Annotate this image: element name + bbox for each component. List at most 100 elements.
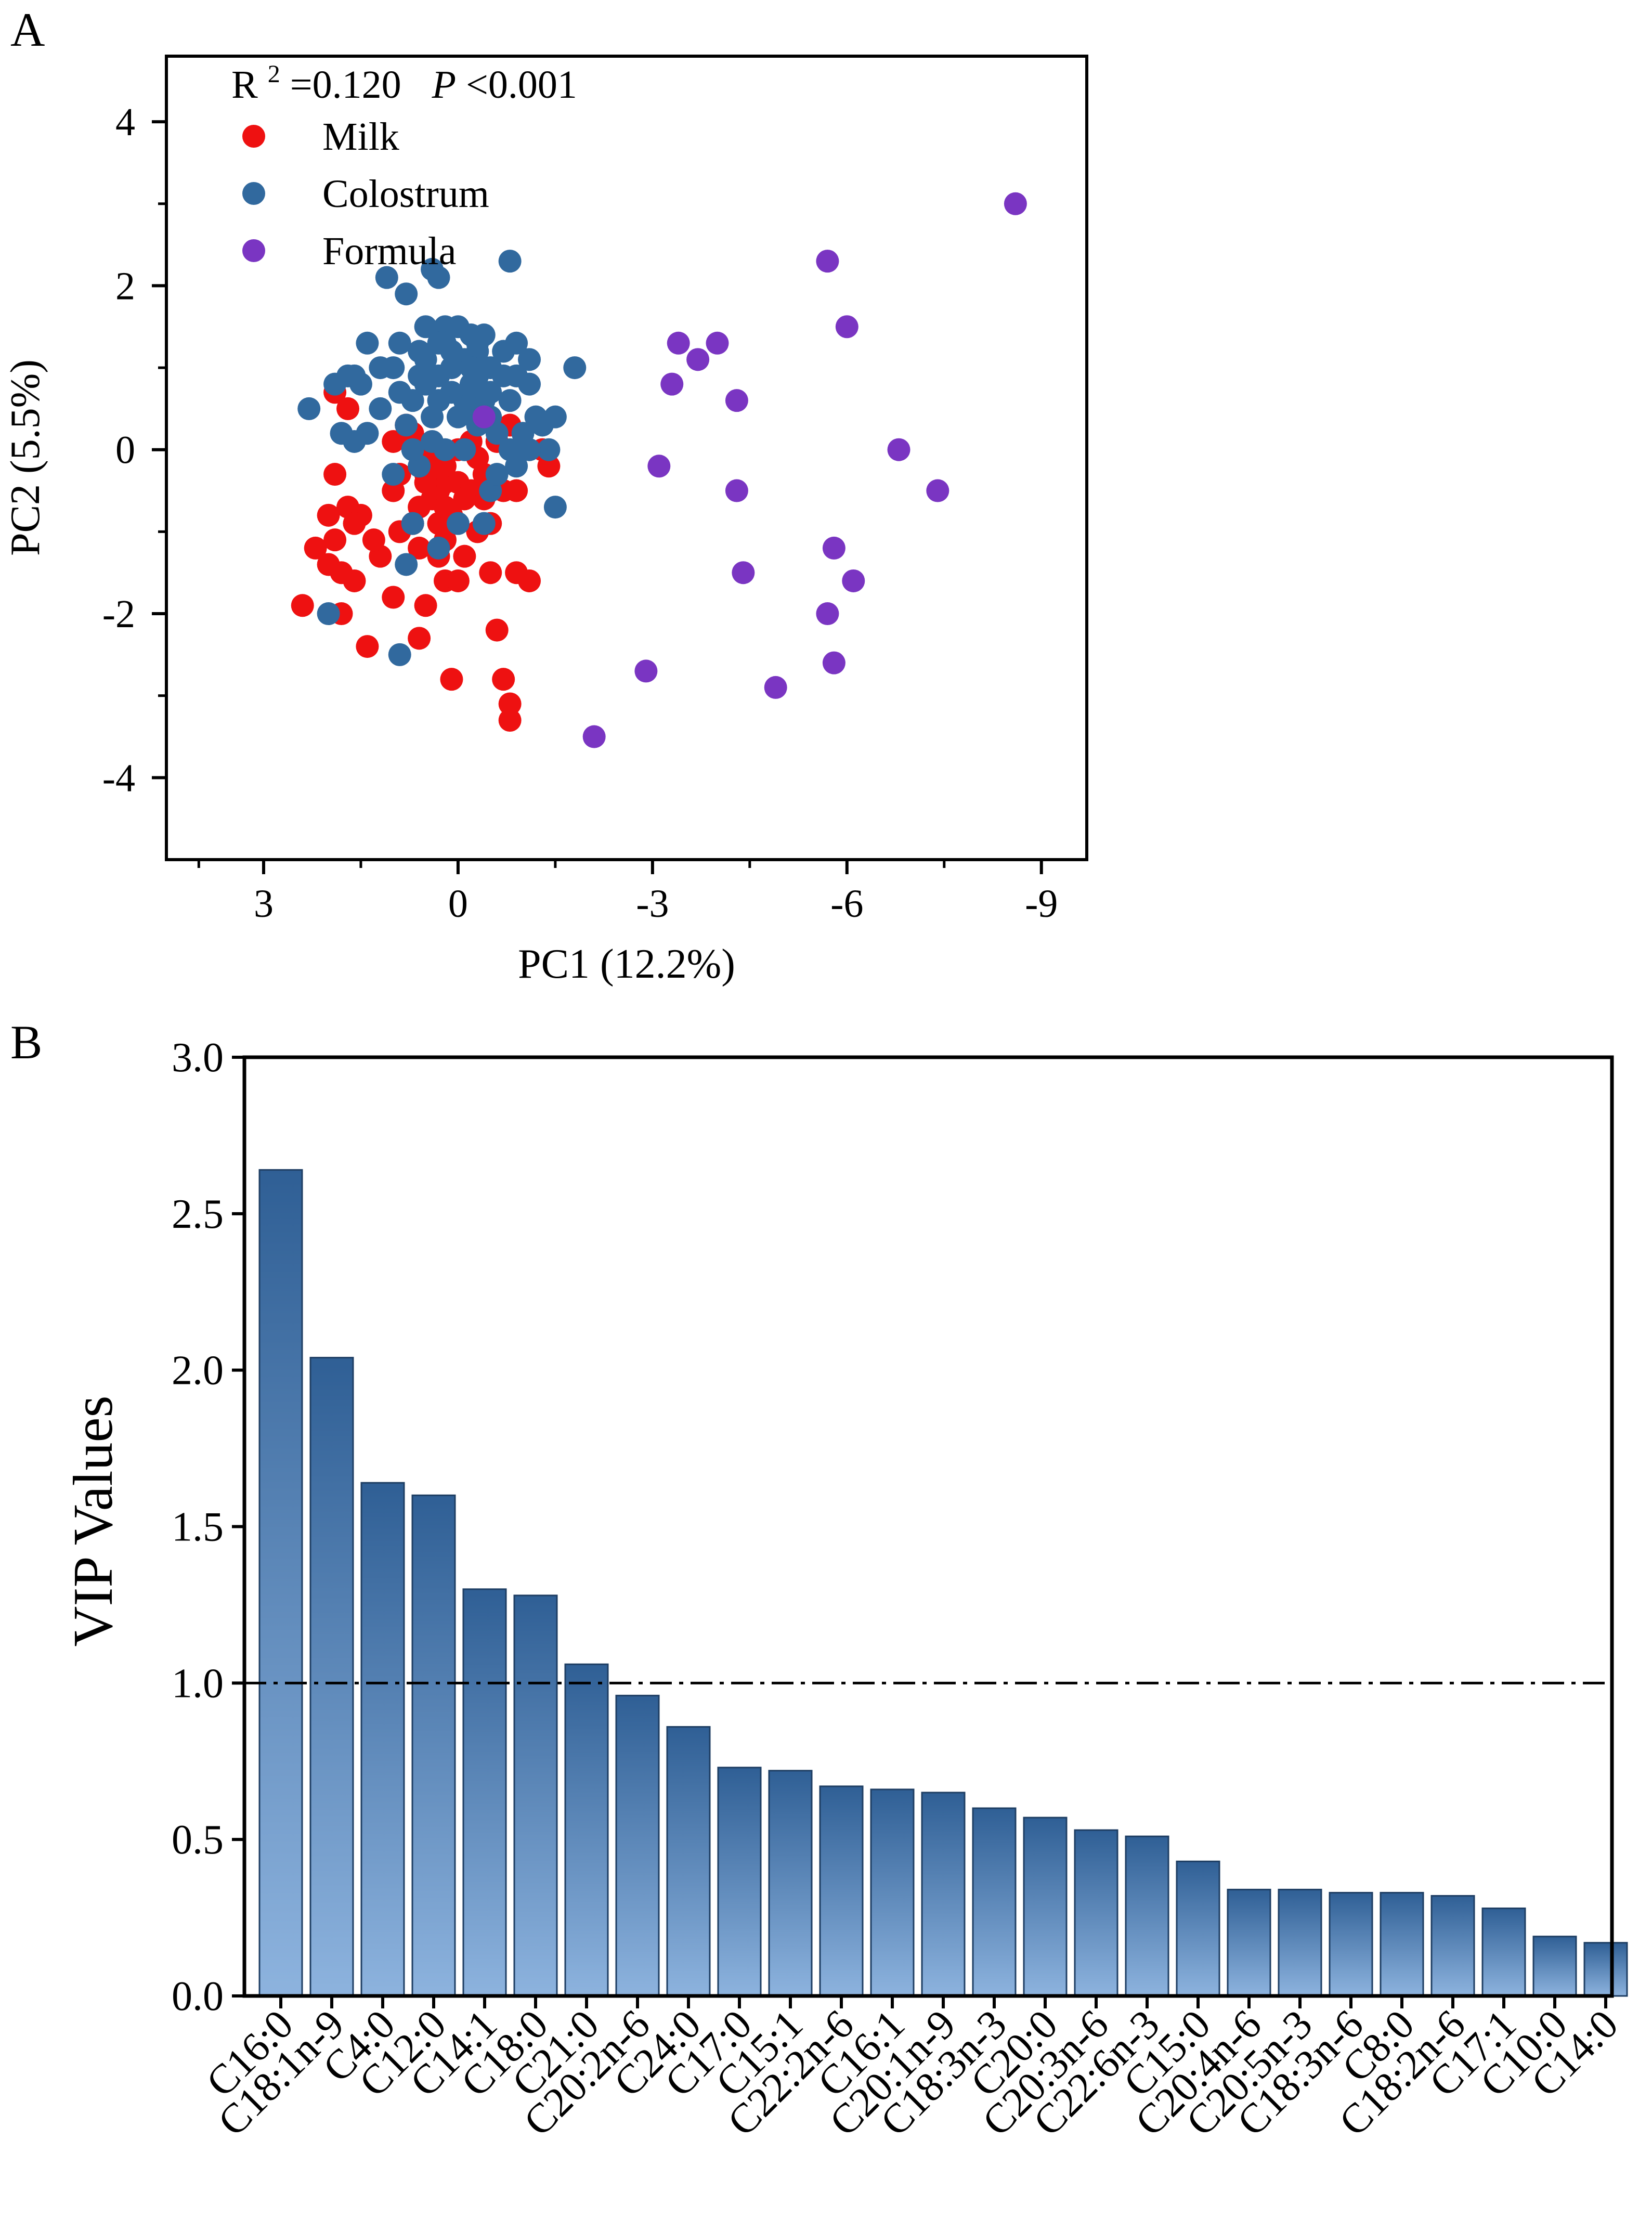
vip-bar	[666, 1726, 711, 1997]
data-point-colostrum	[401, 389, 424, 412]
data-point-colostrum	[518, 438, 541, 461]
data-point-colostrum	[388, 331, 411, 355]
vip-bar	[615, 1694, 660, 1997]
data-point-milk	[317, 503, 340, 527]
data-point-colostrum	[382, 356, 405, 380]
data-point-milk	[356, 635, 379, 658]
vip-bar	[1430, 1895, 1475, 1997]
p-symbol: P	[432, 63, 456, 107]
vip-bar	[1380, 1891, 1424, 1997]
data-point-colostrum	[421, 430, 444, 453]
data-point-colostrum	[408, 364, 431, 387]
data-point-colostrum	[433, 331, 457, 355]
data-point-milk	[505, 479, 528, 502]
data-point-milk	[323, 463, 347, 486]
scatter-plot-frame	[165, 55, 1088, 861]
vip-bar	[258, 1169, 303, 1997]
data-point-colostrum	[446, 512, 470, 535]
legend-label-colostrum: Colostrum	[322, 172, 489, 216]
vip-bar	[1583, 1942, 1628, 1997]
bar-panel: B 0.00.51.01.52.02.53.0 C16:0C18:1n-9C4:…	[10, 1016, 1628, 2145]
vip-bar	[411, 1494, 456, 1997]
x-tick-label-a: 3	[254, 882, 274, 926]
data-point-milk	[336, 397, 360, 420]
data-point-colostrum	[395, 282, 418, 306]
data-point-formula	[816, 602, 839, 626]
vip-bar	[513, 1594, 558, 1997]
data-point-milk	[382, 430, 405, 453]
y-tick-label-b: 0.0	[172, 1974, 224, 2019]
data-point-milk	[446, 569, 470, 592]
r2-superscript: 2	[268, 60, 280, 88]
data-point-colostrum	[543, 405, 567, 429]
data-point-colostrum	[518, 348, 541, 371]
vip-bar	[1532, 1936, 1577, 1997]
data-point-formula	[647, 455, 671, 478]
vip-bar	[1176, 1860, 1220, 1997]
data-point-milk	[408, 536, 431, 560]
y-tick-label-b: 2.0	[172, 1348, 224, 1394]
vip-bar	[1074, 1829, 1118, 1997]
y-axis-label-b: VIP Values	[62, 1396, 124, 1647]
data-point-colostrum	[401, 512, 424, 535]
data-point-milk	[414, 594, 437, 617]
data-point-formula	[686, 348, 710, 371]
data-point-milk	[304, 536, 327, 560]
data-point-colostrum	[395, 553, 418, 576]
data-point-formula	[764, 676, 787, 699]
data-point-milk	[453, 544, 476, 568]
data-point-milk	[408, 627, 431, 650]
data-point-colostrum	[343, 430, 366, 453]
data-point-milk	[343, 512, 366, 535]
legend-label-formula: Formula	[322, 229, 457, 273]
panel-label-a: A	[10, 3, 45, 56]
y-tick-label-b: 1.0	[172, 1661, 224, 1706]
data-point-colostrum	[369, 397, 392, 420]
data-point-colostrum	[498, 250, 522, 273]
legend-label-milk: Milk	[322, 115, 399, 159]
panel-label-b: B	[10, 1016, 42, 1069]
y-tick-label-a: 0	[115, 429, 135, 472]
vip-bar	[870, 1788, 915, 1997]
data-point-formula	[822, 651, 845, 675]
data-point-colostrum	[427, 389, 450, 412]
r2-symbol: R	[231, 63, 258, 107]
data-point-colostrum	[563, 356, 587, 380]
data-point-formula	[725, 389, 748, 412]
data-point-colostrum	[375, 266, 398, 289]
x-tick-label-a: -3	[636, 882, 669, 926]
legend-marker-milk	[242, 125, 265, 148]
legend-marker-formula	[242, 239, 265, 262]
data-point-milk	[382, 586, 405, 609]
data-point-colostrum	[459, 356, 483, 380]
data-point-colostrum	[382, 463, 405, 486]
data-point-colostrum	[356, 331, 379, 355]
p-value: <0.001	[466, 63, 577, 107]
data-point-formula	[582, 725, 606, 748]
data-point-milk	[433, 496, 457, 519]
y-tick-label-b: 2.5	[172, 1191, 224, 1237]
data-point-formula	[926, 479, 949, 502]
data-point-milk	[518, 569, 541, 592]
x-axis-label-a: PC1 (12.2%)	[518, 941, 735, 987]
y-tick-label-a: 2	[115, 264, 135, 308]
vip-bar	[768, 1770, 813, 1997]
data-point-colostrum	[505, 331, 528, 355]
data-point-milk	[440, 668, 463, 691]
y-tick-label-b: 3.0	[172, 1035, 224, 1081]
vip-bar	[1125, 1835, 1169, 1997]
data-point-milk	[485, 618, 509, 642]
y-tick-label-a: -2	[102, 592, 135, 636]
scatter-legend: Milk Colostrum Formula	[242, 115, 489, 273]
vip-bar	[360, 1482, 405, 1997]
data-point-milk	[479, 561, 502, 585]
data-point-colostrum	[505, 364, 528, 387]
r2-value: =0.120	[290, 63, 401, 107]
vip-bar	[1278, 1888, 1322, 1997]
data-point-colostrum	[485, 463, 509, 486]
data-point-colostrum	[401, 438, 424, 461]
vip-bar	[1023, 1817, 1068, 1997]
x-tick-label-a: -6	[830, 882, 863, 926]
data-point-milk	[537, 455, 561, 478]
